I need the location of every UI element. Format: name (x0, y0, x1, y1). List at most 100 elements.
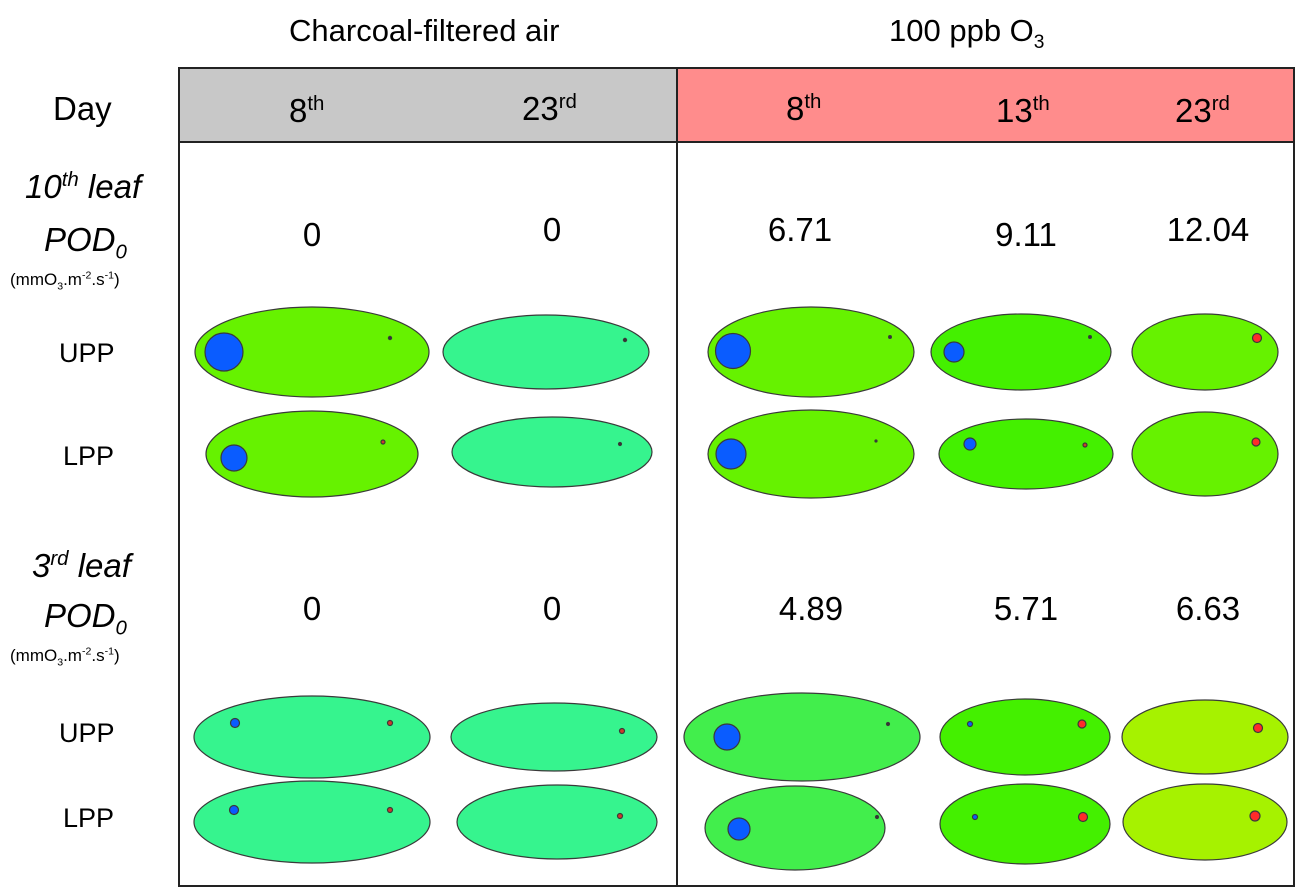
leaf10-value: 0 (302, 216, 322, 253)
unit-a: (mmO (10, 646, 58, 665)
blue-spot (220, 444, 248, 472)
blue-spot (228, 804, 240, 816)
red-dot (618, 727, 626, 735)
day-num: 13 (996, 92, 1033, 129)
row-label-upp: UPP (59, 718, 115, 748)
leaf3-value: 5.71 (993, 590, 1059, 627)
leaf-3rd-lpp-ozone-13th (939, 783, 1111, 865)
leaf-10th-upp-ozone-13th (930, 313, 1112, 391)
leaf3-unit: (mmO3.m-2.s-1) (10, 645, 120, 668)
leaf10-title: 10th leaf (25, 168, 142, 205)
day-num: 23 (522, 90, 559, 127)
header-divider (178, 141, 1295, 143)
unit-a-sub: 3 (57, 280, 64, 293)
pod-main: POD (44, 221, 116, 258)
leaf3-value: 6.63 (1175, 590, 1241, 627)
dark-dot (617, 441, 623, 447)
group-title-ozone: 100 ppb O3 (889, 15, 1044, 52)
unit-b-sup: -2 (81, 645, 92, 658)
leaf-10th-lpp-ozone-8th (707, 409, 915, 499)
leaf3-title: 3rd leaf (32, 547, 131, 584)
leaf-3rd-lpp-control-23rd (456, 784, 658, 860)
day-label: Day (53, 90, 112, 127)
blue-spot (971, 813, 979, 821)
leaf-ellipse (939, 783, 1111, 865)
leaf3-title-sup: rd (50, 547, 69, 570)
day-ozone-2: 13th (996, 92, 1050, 129)
leaf-ellipse (205, 410, 419, 498)
leaf3-value: 0 (302, 590, 322, 627)
ozone-title-sub: 3 (1033, 32, 1045, 54)
leaf10-value: 0 (542, 211, 562, 248)
leaf-3rd-upp-ozone-8th (683, 692, 921, 782)
leaf-ellipse (1131, 411, 1279, 497)
leaf10-value: 6.71 (767, 211, 833, 248)
row-label-lpp: LPP (63, 803, 115, 833)
day-sup: th (804, 90, 822, 113)
leaf-ellipse (194, 306, 430, 398)
leaf-3rd-upp-ozone-13th (939, 698, 1111, 776)
group-divider (676, 67, 678, 887)
leaf3-title-num: 3 (32, 547, 51, 584)
unit-c: .s (91, 270, 105, 289)
leaf-10th-upp-control-23rd (442, 314, 650, 390)
day-control-1: 8th (289, 92, 325, 129)
leaf-ellipse (1122, 783, 1288, 861)
table-outline (178, 67, 1295, 887)
dark-dot (874, 439, 878, 443)
pod-sub: 0 (115, 240, 127, 264)
day-sup: th (307, 92, 325, 115)
red-dot (386, 806, 394, 814)
leaf-ellipse (450, 702, 658, 772)
leaf10-value: 9.11 (995, 216, 1057, 253)
leaf-3rd-upp-control-23rd (450, 702, 658, 772)
leaf-ellipse (938, 418, 1114, 490)
day-control-2: 23rd (522, 90, 577, 127)
unit-a: (mmO (10, 270, 58, 289)
leaf3-value: 4.89 (778, 590, 844, 627)
leaf-ellipse (1131, 313, 1279, 391)
day-num: 8 (786, 90, 805, 127)
leaf3-title-rest: leaf (68, 547, 131, 584)
leaf-3rd-lpp-ozone-23rd (1122, 783, 1288, 861)
leaf-ellipse (456, 784, 658, 860)
day-num: 8 (289, 92, 308, 129)
leaf10-title-num: 10 (25, 168, 62, 205)
unit-d: ) (113, 270, 120, 289)
leaf3-value: 0 (542, 590, 562, 627)
unit-c-sup: -1 (104, 645, 114, 658)
unit-c: .s (91, 646, 105, 665)
red-spot (1077, 811, 1089, 823)
unit-a-sub: 3 (57, 656, 64, 669)
dark-dot (622, 337, 628, 343)
leaf-ellipse (451, 416, 653, 488)
blue-spot (966, 720, 974, 728)
leaf-10th-lpp-control-23rd (451, 416, 653, 488)
leaf10-value: 12.04 (1166, 211, 1250, 248)
leaf-10th-lpp-ozone-23rd (1131, 411, 1279, 497)
dark-dot (387, 335, 393, 341)
red-dot (616, 812, 624, 820)
leaf-3rd-lpp-control-8th (193, 780, 431, 864)
blue-spot (714, 332, 752, 370)
leaf-3rd-lpp-ozone-8th (704, 785, 886, 871)
dark-dot (885, 721, 891, 727)
row-label-upp: UPP (59, 338, 115, 368)
header-band-ozone (677, 67, 1295, 142)
leaf10-title-sup: th (61, 168, 79, 191)
red-dot (386, 719, 394, 727)
leaf-10th-upp-ozone-8th (707, 306, 915, 398)
blue-spot (713, 723, 741, 751)
blue-spot (727, 817, 751, 841)
leaf10-title-rest: leaf (78, 168, 142, 205)
day-num: 23 (1175, 92, 1212, 129)
leaf-ellipse (930, 313, 1112, 391)
leaf-10th-lpp-control-8th (205, 410, 419, 498)
dark-dot (1087, 335, 1092, 340)
blue-spot (204, 332, 244, 372)
red-spot (1252, 722, 1264, 734)
header-band-control (178, 67, 677, 142)
red-spot (1251, 437, 1261, 447)
dark-dot (887, 335, 892, 340)
